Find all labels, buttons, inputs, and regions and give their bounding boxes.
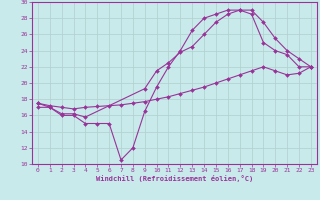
X-axis label: Windchill (Refroidissement éolien,°C): Windchill (Refroidissement éolien,°C) xyxy=(96,175,253,182)
